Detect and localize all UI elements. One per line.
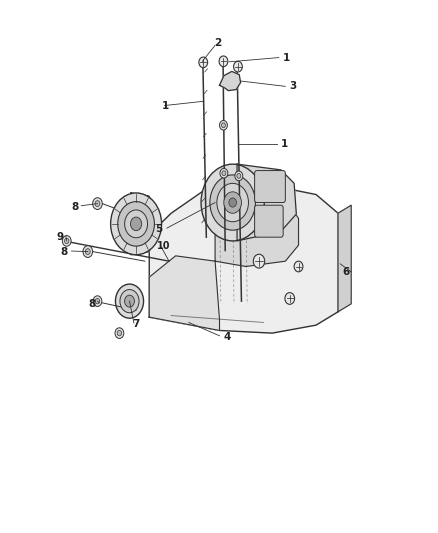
- Text: 6: 6: [342, 267, 349, 277]
- Circle shape: [124, 210, 147, 238]
- Text: 8: 8: [71, 202, 78, 212]
- FancyBboxPatch shape: [254, 205, 283, 237]
- Circle shape: [198, 57, 207, 68]
- Circle shape: [95, 200, 100, 207]
- Circle shape: [222, 171, 226, 176]
- Circle shape: [253, 254, 264, 268]
- Circle shape: [117, 330, 121, 336]
- Circle shape: [130, 217, 141, 231]
- Circle shape: [209, 175, 255, 230]
- Circle shape: [293, 261, 302, 272]
- Text: 8: 8: [60, 247, 68, 257]
- Circle shape: [216, 183, 248, 222]
- Circle shape: [83, 246, 92, 257]
- Polygon shape: [337, 205, 350, 312]
- Circle shape: [219, 56, 227, 67]
- Circle shape: [124, 295, 134, 307]
- Circle shape: [223, 192, 241, 213]
- Text: 2: 2: [213, 38, 220, 47]
- Circle shape: [219, 120, 227, 130]
- Circle shape: [233, 61, 242, 72]
- Circle shape: [117, 201, 154, 246]
- Polygon shape: [219, 71, 240, 91]
- Circle shape: [234, 171, 242, 181]
- Circle shape: [93, 296, 102, 306]
- Circle shape: [110, 193, 161, 255]
- Circle shape: [120, 289, 139, 313]
- Text: 1: 1: [283, 53, 290, 62]
- Text: 8: 8: [88, 299, 95, 309]
- Text: 4: 4: [223, 332, 231, 342]
- Circle shape: [62, 236, 71, 246]
- Circle shape: [64, 238, 69, 244]
- Circle shape: [219, 168, 227, 178]
- Circle shape: [221, 123, 225, 128]
- Polygon shape: [237, 164, 296, 241]
- Text: 3: 3: [289, 82, 297, 91]
- Text: 1: 1: [280, 139, 288, 149]
- Circle shape: [228, 198, 236, 207]
- Circle shape: [201, 164, 264, 241]
- Polygon shape: [215, 188, 298, 266]
- Polygon shape: [131, 193, 156, 255]
- Circle shape: [237, 173, 240, 178]
- Text: 10: 10: [157, 241, 170, 251]
- Text: 5: 5: [155, 224, 162, 234]
- Circle shape: [115, 284, 143, 318]
- Text: 7: 7: [132, 319, 139, 329]
- Polygon shape: [149, 187, 337, 333]
- Circle shape: [115, 328, 124, 338]
- Polygon shape: [149, 256, 219, 330]
- Circle shape: [85, 248, 90, 254]
- FancyBboxPatch shape: [254, 171, 285, 203]
- Circle shape: [95, 298, 99, 304]
- Circle shape: [92, 198, 102, 209]
- Circle shape: [284, 293, 294, 304]
- Text: 1: 1: [161, 101, 169, 110]
- Text: 9: 9: [57, 232, 64, 242]
